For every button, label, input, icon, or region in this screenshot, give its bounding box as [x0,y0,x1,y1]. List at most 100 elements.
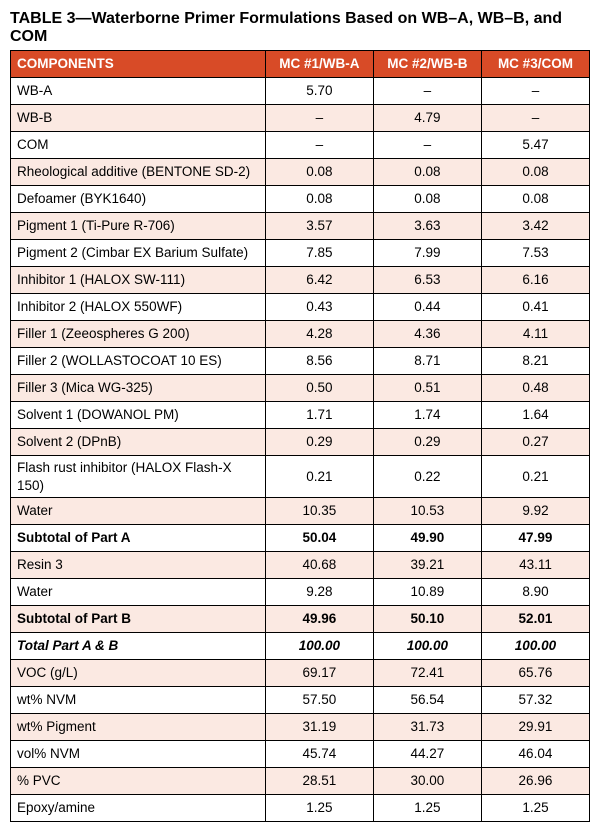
row-value: – [481,105,589,132]
row-value: 45.74 [265,741,373,768]
row-value: 4.36 [373,321,481,348]
row-value: 7.99 [373,240,481,267]
row-label: Solvent 1 (DOWANOL PM) [11,402,266,429]
row-value: 3.42 [481,213,589,240]
row-value: 0.29 [265,429,373,456]
row-value: 0.51 [373,375,481,402]
table-row: WB-A5.70–– [11,78,590,105]
table-row: vol% NVM45.7444.2746.04 [11,741,590,768]
table-row: Water10.3510.539.92 [11,498,590,525]
table-header-row: COMPONENTS MC #1/WB-A MC #2/WB-B MC #3/C… [11,51,590,78]
table-row: Inhibitor 1 (HALOX SW-111)6.426.536.16 [11,267,590,294]
row-value: 1.64 [481,402,589,429]
row-value: 0.08 [373,186,481,213]
row-value: 57.50 [265,687,373,714]
row-label: Total Part A & B [11,633,266,660]
row-label: COM [11,132,266,159]
row-value: 69.17 [265,660,373,687]
row-value: 26.96 [481,768,589,795]
table-row: Flash rust inhibitor (HALOX Flash-X 150)… [11,456,590,498]
table-row: Inhibitor 2 (HALOX 550WF)0.430.440.41 [11,294,590,321]
row-value: 8.56 [265,348,373,375]
table-row: WB-B–4.79– [11,105,590,132]
row-value: 10.35 [265,498,373,525]
row-value: 1.74 [373,402,481,429]
row-value: 0.27 [481,429,589,456]
row-label: Water [11,579,266,606]
row-value: 0.29 [373,429,481,456]
table-row: Epoxy/amine1.251.251.25 [11,795,590,822]
row-label: Resin 3 [11,552,266,579]
row-value: 10.53 [373,498,481,525]
table-row: % PVC28.5130.0026.96 [11,768,590,795]
row-value: 5.47 [481,132,589,159]
row-value: 3.57 [265,213,373,240]
table-row: Filler 2 (WOLLASTOCOAT 10 ES)8.568.718.2… [11,348,590,375]
row-label: Defoamer (BYK1640) [11,186,266,213]
row-label: WB-B [11,105,266,132]
table-row: Pigment 1 (Ti-Pure R-706)3.573.633.42 [11,213,590,240]
row-value: 31.19 [265,714,373,741]
table-row: Defoamer (BYK1640)0.080.080.08 [11,186,590,213]
table-row: VOC (g/L)69.1772.4165.76 [11,660,590,687]
table-row: wt% NVM57.5056.5457.32 [11,687,590,714]
row-value: 9.28 [265,579,373,606]
row-label: Filler 3 (Mica WG-325) [11,375,266,402]
row-value: 0.50 [265,375,373,402]
row-label: Filler 1 (Zeeospheres G 200) [11,321,266,348]
row-label: Pigment 1 (Ti-Pure R-706) [11,213,266,240]
col-header-mc3: MC #3/COM [481,51,589,78]
table-row: Subtotal of Part B49.9650.1052.01 [11,606,590,633]
row-value: 50.04 [265,525,373,552]
table-row: Pigment 2 (Cimbar EX Barium Sulfate)7.85… [11,240,590,267]
row-value: 0.08 [265,159,373,186]
row-value: 30.00 [373,768,481,795]
row-label: wt% NVM [11,687,266,714]
row-value: 8.90 [481,579,589,606]
row-label: Subtotal of Part B [11,606,266,633]
table-row: COM––5.47 [11,132,590,159]
row-value: 1.71 [265,402,373,429]
row-value: 39.21 [373,552,481,579]
row-value: 0.08 [373,159,481,186]
row-value: 0.43 [265,294,373,321]
row-label: wt% Pigment [11,714,266,741]
row-value: 1.25 [481,795,589,822]
row-value: 6.42 [265,267,373,294]
row-label: Inhibitor 1 (HALOX SW-111) [11,267,266,294]
row-label: vol% NVM [11,741,266,768]
table-row: Resin 340.6839.2143.11 [11,552,590,579]
row-value: 40.68 [265,552,373,579]
row-value: 4.11 [481,321,589,348]
row-value: – [373,132,481,159]
col-header-mc2: MC #2/WB-B [373,51,481,78]
row-value: 49.90 [373,525,481,552]
row-value: 7.53 [481,240,589,267]
row-value: 10.89 [373,579,481,606]
table-row: Solvent 2 (DPnB)0.290.290.27 [11,429,590,456]
row-value: 6.16 [481,267,589,294]
row-value: – [265,132,373,159]
col-header-mc1: MC #1/WB-A [265,51,373,78]
table-body: WB-A5.70––WB-B–4.79–COM––5.47Rheological… [11,78,590,822]
row-value: 0.22 [373,456,481,498]
row-value: 0.08 [481,186,589,213]
table-caption: TABLE 3—Waterborne Primer Formulations B… [10,10,590,46]
row-value: 50.10 [373,606,481,633]
row-label: % PVC [11,768,266,795]
row-value: 100.00 [481,633,589,660]
row-value: 31.73 [373,714,481,741]
row-value: 0.21 [265,456,373,498]
row-value: 9.92 [481,498,589,525]
table-row: Total Part A & B100.00100.00100.00 [11,633,590,660]
row-value: 72.41 [373,660,481,687]
row-label: Filler 2 (WOLLASTOCOAT 10 ES) [11,348,266,375]
row-value: 56.54 [373,687,481,714]
row-value: 4.79 [373,105,481,132]
row-value: 0.08 [265,186,373,213]
row-value: 7.85 [265,240,373,267]
row-value: 47.99 [481,525,589,552]
table-row: Subtotal of Part A50.0449.9047.99 [11,525,590,552]
row-value: 0.48 [481,375,589,402]
row-value: 0.44 [373,294,481,321]
